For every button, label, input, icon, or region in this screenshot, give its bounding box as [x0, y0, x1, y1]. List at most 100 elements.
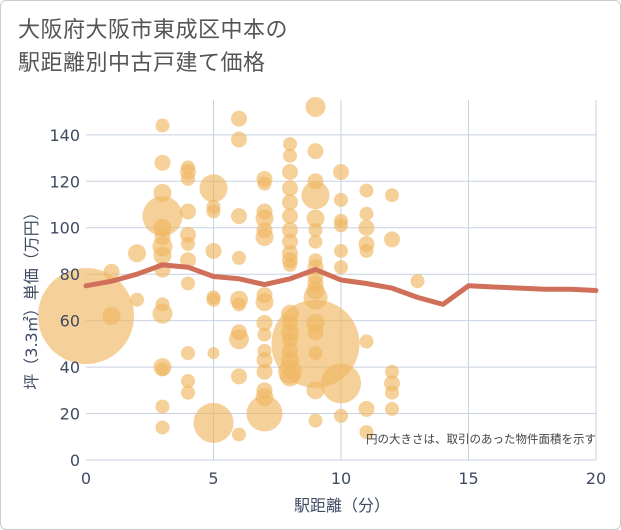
- data-bubble: [385, 188, 399, 203]
- data-bubble: [255, 228, 274, 247]
- data-bubble: [334, 192, 348, 207]
- data-bubble: [282, 180, 298, 197]
- data-bubble: [231, 131, 247, 148]
- chart-title: 大阪府大阪市東成区中本の 駅距離別中古戸建て価格: [18, 14, 578, 80]
- chart-title-line2: 駅距離別中古戸建て価格: [18, 51, 266, 76]
- data-bubble: [282, 194, 298, 211]
- data-bubble: [358, 219, 375, 236]
- data-bubble: [142, 196, 183, 237]
- average-price-line: [83, 262, 599, 307]
- x-tick-label: 10: [331, 469, 351, 488]
- data-bubble: [308, 346, 323, 361]
- data-bubble: [206, 204, 221, 219]
- data-bubble: [307, 143, 324, 160]
- data-bubble: [257, 327, 272, 342]
- data-bubble: [181, 374, 195, 389]
- data-bubble: [384, 231, 400, 248]
- data-bubble: [38, 268, 134, 364]
- data-bubble: [207, 347, 220, 360]
- data-bubble: [180, 203, 196, 220]
- y-tick-label: 60: [60, 312, 80, 331]
- data-bubble: [282, 208, 298, 225]
- data-bubble: [334, 243, 348, 258]
- data-bubble: [385, 401, 399, 416]
- y-tick-label: 40: [60, 358, 80, 377]
- data-bubble: [155, 420, 170, 435]
- data-bubble: [181, 385, 195, 400]
- data-bubble: [232, 250, 246, 265]
- bubble-layer: [38, 96, 425, 443]
- y-tick-label: 0: [70, 451, 80, 470]
- data-bubble: [154, 154, 171, 171]
- data-bubble: [199, 174, 228, 203]
- x-tick-label: 20: [586, 469, 606, 488]
- data-bubble: [359, 183, 374, 198]
- data-bubble: [229, 329, 249, 350]
- data-bubble: [181, 171, 195, 186]
- x-tick-label: 15: [458, 469, 478, 488]
- data-bubble: [152, 303, 173, 324]
- data-bubble: [231, 208, 247, 225]
- data-bubble: [205, 242, 222, 259]
- x-tick-labels: 0 5 10 15 20: [81, 469, 606, 488]
- chart-title-line1: 大阪府大阪市東成区中本の: [18, 18, 289, 43]
- data-bubble: [358, 400, 375, 417]
- data-bubble: [359, 206, 374, 221]
- data-bubble: [231, 368, 247, 385]
- data-bubble: [155, 118, 170, 133]
- data-bubble: [206, 292, 221, 307]
- y-axis-label: 坪（3.3㎡）単価（万円）: [22, 204, 41, 389]
- data-bubble: [334, 218, 348, 233]
- data-bubble: [385, 385, 399, 400]
- average-line-layer: [83, 262, 599, 307]
- data-bubble: [130, 292, 144, 307]
- data-bubble: [255, 209, 274, 228]
- data-bubble: [334, 408, 348, 423]
- data-bubble: [102, 307, 121, 325]
- data-bubble: [306, 209, 325, 228]
- x-tick-label: 0: [81, 469, 91, 488]
- data-bubble: [334, 260, 348, 275]
- data-bubble: [193, 402, 234, 443]
- data-bubble: [282, 164, 298, 180]
- data-bubble: [283, 257, 297, 272]
- y-tick-label: 100: [49, 219, 80, 238]
- x-axis-label: 駅距離（分）: [294, 496, 390, 515]
- data-bubble: [301, 181, 330, 210]
- data-bubble: [283, 148, 297, 163]
- data-bubble: [181, 276, 195, 291]
- data-bubble: [180, 252, 196, 269]
- data-bubble: [257, 176, 272, 191]
- data-bubble: [153, 246, 172, 265]
- data-bubble: [282, 233, 298, 250]
- data-bubble: [232, 427, 246, 442]
- data-bubble: [232, 297, 246, 312]
- data-bubble: [283, 137, 297, 152]
- data-bubble: [321, 363, 361, 404]
- y-tick-label: 120: [49, 172, 80, 191]
- data-bubble: [181, 237, 195, 251]
- data-bubble: [128, 244, 146, 263]
- data-bubble: [308, 223, 323, 238]
- data-bubble: [333, 164, 349, 180]
- data-bubble: [410, 274, 425, 289]
- data-bubble: [305, 96, 326, 117]
- data-bubble: [155, 362, 170, 377]
- data-bubble: [103, 263, 120, 280]
- x-tick-label: 5: [208, 469, 218, 488]
- data-bubble: [359, 425, 374, 440]
- data-bubble: [181, 346, 195, 361]
- data-bubble: [231, 110, 247, 127]
- y-tick-label: 80: [60, 265, 80, 284]
- data-bubble: [155, 399, 170, 414]
- data-bubble: [282, 222, 298, 239]
- data-bubble: [256, 352, 273, 369]
- y-tick-label: 20: [60, 405, 80, 424]
- size-note: 円の大きさは、取引のあった物件面積を示す: [366, 432, 596, 446]
- data-bubble: [255, 293, 274, 312]
- data-bubble: [256, 363, 273, 380]
- data-bubble: [308, 413, 323, 428]
- data-bubble: [359, 243, 374, 258]
- data-bubble: [359, 334, 374, 349]
